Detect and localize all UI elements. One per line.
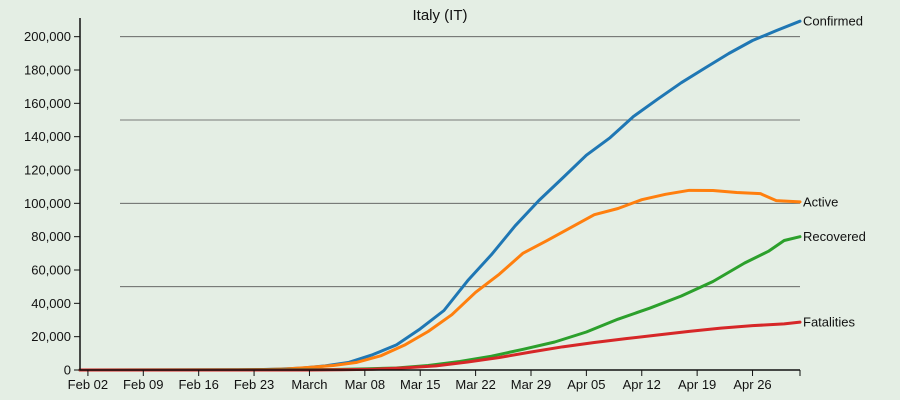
y-tick-label: 120,000: [24, 163, 71, 178]
gridlines: [120, 36, 800, 288]
y-tick-label: 200,000: [24, 29, 71, 44]
y-tick-label: 40,000: [31, 296, 71, 311]
y-tick-label: 0: [64, 363, 71, 378]
y-tick-label: 20,000: [31, 329, 71, 344]
series-label-confirmed: Confirmed: [803, 14, 863, 29]
x-tick-label: Apr 12: [623, 377, 661, 392]
y-tick-label: 80,000: [31, 229, 71, 244]
series-label-active: Active: [803, 194, 838, 209]
series-lines: [78, 19, 802, 372]
x-tick-label: Mar 29: [511, 377, 551, 392]
axes: 0 20,000 40,000 60,000 80,000 100,000 120,000 1…: [24, 18, 801, 392]
series-label-recovered: Recovered: [803, 229, 866, 244]
series-line-recovered: [78, 235, 802, 372]
y-tick-label: 140,000: [24, 129, 71, 144]
series-labels: Confirmed Active Recovered Fatalities: [803, 14, 866, 330]
series-label-fatalities: Fatalities: [803, 315, 856, 330]
x-tick-label: March: [291, 377, 327, 392]
y-tick-label: 160,000: [24, 96, 71, 111]
x-tick-label: Feb 16: [178, 377, 218, 392]
series-line-confirmed: [78, 19, 802, 372]
x-tick-label: Apr 26: [733, 377, 771, 392]
x-tick-label: Mar 08: [345, 377, 385, 392]
y-tick-label: 180,000: [24, 63, 71, 78]
x-tick-label: Feb 09: [123, 377, 163, 392]
chart-title: Italy (IT): [413, 7, 468, 24]
x-tick-label: Feb 02: [68, 377, 108, 392]
x-tick-label: Mar 22: [455, 377, 495, 392]
x-tick-label: Apr 19: [678, 377, 716, 392]
y-tick-label: 60,000: [31, 263, 71, 278]
y-tick-label: 100,000: [24, 196, 71, 211]
x-tick-label: Feb 23: [234, 377, 274, 392]
x-tick-label: Apr 05: [567, 377, 605, 392]
series-line-active: [78, 188, 802, 372]
x-tick-label: Mar 15: [400, 377, 440, 392]
